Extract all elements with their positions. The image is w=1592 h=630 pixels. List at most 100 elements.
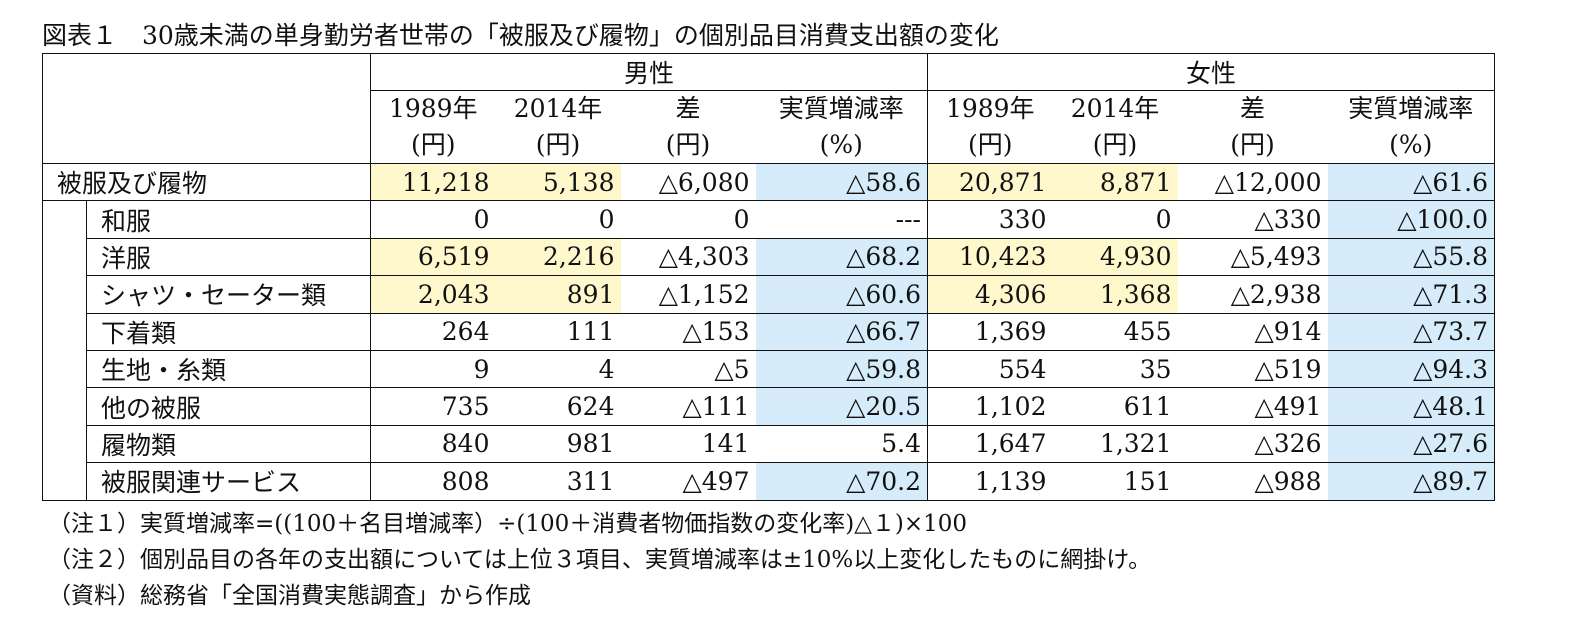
table-cell: 735 <box>370 387 496 426</box>
column-header-unit: (%) <box>819 130 863 159</box>
table-cell: △988 <box>1177 462 1328 501</box>
table-cell: △71.3 <box>1327 275 1495 314</box>
column-header: 実質増減率 (%) <box>1327 90 1495 164</box>
table-cell: 9 <box>370 350 496 389</box>
note-source: （資料）総務省「全国消費実態調査」から作成 <box>48 583 531 609</box>
column-header: 1989年 (円) <box>370 90 496 164</box>
column-header: 実質増減率 (%) <box>755 90 928 164</box>
column-header-unit: (円) <box>967 130 1013 159</box>
column-header-title: 実質増減率 <box>778 94 904 123</box>
row-label-text: 洋服 <box>101 243 152 273</box>
column-header: 差 (円) <box>1177 90 1328 164</box>
table-cell: △5 <box>620 350 756 389</box>
note-1: （注１）実質増減率=((100＋名目増減率）÷(100＋消費者物価指数の変化率)… <box>48 511 968 537</box>
table-cell: 1,102 <box>927 387 1053 426</box>
table-cell: 5.4 <box>755 425 928 464</box>
table-row: 被服関連サービス 808 311 △497 △70.2 1,139 151 △988 △89.7 <box>42 462 1495 501</box>
table-cell: 330 <box>927 200 1053 239</box>
table-cell: 11,218 <box>370 163 496 202</box>
table-cell: △497 <box>620 462 756 501</box>
column-header-unit: (円) <box>410 130 456 159</box>
table-row: 被服及び履物 11,218 5,138 △6,080 △58.6 20,871 8,871 △… <box>42 163 1495 202</box>
column-header-title: 差 <box>1239 94 1265 123</box>
group-header-female: 女性 <box>927 53 1495 91</box>
table-cell: 4,306 <box>927 275 1053 314</box>
table-cell: △27.6 <box>1327 425 1495 464</box>
table-row: 生地・糸類 9 4 △5 △59.8 554 35 △519 △94.3 <box>42 350 1495 389</box>
table-cell: △73.7 <box>1327 313 1495 351</box>
table-cell: △326 <box>1177 425 1328 464</box>
row-label-text: 被服及び履物 <box>57 169 208 199</box>
table-cell: 0 <box>620 200 756 239</box>
row-label: 下着類 <box>86 313 371 351</box>
indent-cell <box>42 425 87 463</box>
table-cell: △20.5 <box>755 387 928 426</box>
table-cell: △68.2 <box>755 238 928 277</box>
table-cell: △4,303 <box>620 238 756 277</box>
table-cell: 1,369 <box>927 313 1053 351</box>
table-cell: △55.8 <box>1327 238 1495 277</box>
row-label-text: 下着類 <box>101 318 177 348</box>
row-label: 和服 <box>86 200 371 239</box>
table-row: 他の被服 735 624 △111 △20.5 1,102 611 △491 △48.1 <box>42 387 1495 426</box>
column-header-unit: (円) <box>1092 130 1138 159</box>
table-cell: 10,423 <box>927 238 1053 277</box>
table-cell: 1,647 <box>927 425 1053 464</box>
notes: （注１）実質増減率=((100＋名目増減率）÷(100＋消費者物価指数の変化率)… <box>48 506 1151 614</box>
table-cell: △100.0 <box>1327 200 1495 239</box>
table-cell: 8,871 <box>1052 163 1178 202</box>
row-label-text: 生地・糸類 <box>101 356 227 386</box>
table-row: 履物類 840 981 141 5.4 1,647 1,321 △326 △27.6 <box>42 425 1495 464</box>
table-cell: 1,368 <box>1052 275 1178 314</box>
table-cell: △111 <box>620 387 756 426</box>
table-cell: --- <box>755 200 928 239</box>
table-cell: 611 <box>1052 387 1178 426</box>
row-label-text: 履物類 <box>101 430 177 460</box>
table-cell: △153 <box>620 313 756 351</box>
table-cell: 264 <box>370 313 496 351</box>
column-header-unit: (円) <box>665 130 711 159</box>
table-cell: △58.6 <box>755 163 928 202</box>
table-cell: 20,871 <box>927 163 1053 202</box>
table-cell: 311 <box>495 462 621 501</box>
table-cell: 151 <box>1052 462 1178 501</box>
indent-cell <box>42 387 87 426</box>
row-label-text: シャツ・セーター類 <box>101 281 327 311</box>
row-label: シャツ・セーター類 <box>86 275 371 314</box>
table-cell: 455 <box>1052 313 1178 351</box>
table-cell: △330 <box>1177 200 1328 239</box>
table-cell: 2,043 <box>370 275 496 314</box>
note-2: （注２）個別品目の各年の支出額については上位３項目、実質増減率は±10%以上変化… <box>48 547 1152 573</box>
table-cell: △66.7 <box>755 313 928 351</box>
table-cell: △61.6 <box>1327 163 1495 202</box>
indent-cell <box>42 238 87 276</box>
row-label-text: 他の被服 <box>101 393 202 423</box>
table-cell: 808 <box>370 462 496 501</box>
table-cell: 4 <box>495 350 621 389</box>
table-cell: △94.3 <box>1327 350 1495 389</box>
column-header-title: 1989年 <box>388 94 478 123</box>
group-header-male: 男性 <box>370 53 928 91</box>
table-cell: △519 <box>1177 350 1328 389</box>
row-label: 被服関連サービス <box>86 462 371 501</box>
row-label-text: 和服 <box>101 206 152 236</box>
table-row: シャツ・セーター類 2,043 891 △1,152 △60.6 4,306 1,368 △2… <box>42 275 1495 314</box>
column-header-title: 2014年 <box>1070 94 1160 123</box>
table-cell: △59.8 <box>755 350 928 389</box>
table-cell: 624 <box>495 387 621 426</box>
row-label: 生地・糸類 <box>86 350 371 389</box>
column-header: 2014年 (円) <box>495 90 621 164</box>
table-cell: 554 <box>927 350 1053 389</box>
table-cell: 4,930 <box>1052 238 1178 277</box>
column-header-unit: (円) <box>1230 130 1275 159</box>
spending-table: 男性 女性 1989年 (円) 2014年 (円) 差 (円) 実質増減率 (%) 1989年 (… <box>42 53 1495 501</box>
column-header-row: 1989年 (円) 2014年 (円) 差 (円) 実質増減率 (%) 1989年 (円) 2014… <box>43 90 1495 164</box>
table-cell: 6,519 <box>370 238 496 277</box>
table-cell: 5,138 <box>495 163 621 202</box>
table-cell: △70.2 <box>755 462 928 501</box>
column-header-title: 1989年 <box>945 94 1035 123</box>
table-cell: 1,321 <box>1052 425 1178 464</box>
table-cell: △2,938 <box>1177 275 1328 314</box>
table-cell: △89.7 <box>1327 462 1495 501</box>
row-label-text: 被服関連サービス <box>101 468 302 498</box>
